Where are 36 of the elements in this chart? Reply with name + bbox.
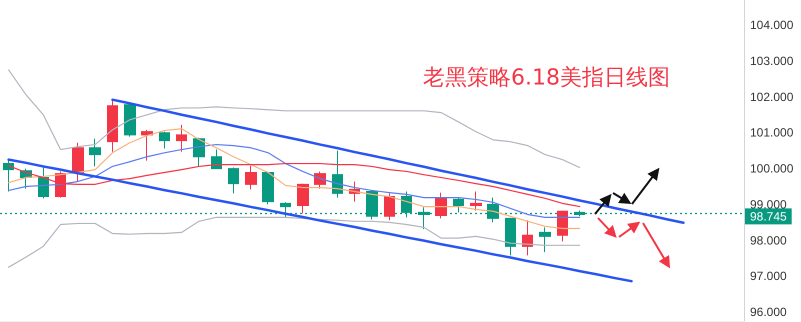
y-tick-label: 100.000 [750,162,794,176]
candlestick [505,218,516,256]
candlestick [262,170,274,205]
candlestick [245,165,257,190]
y-tick-label: 103.000 [750,54,794,68]
candlestick [522,220,533,256]
candlestick [141,129,153,162]
y-tick-label: 101.000 [750,126,794,140]
candlestick [3,158,14,192]
line-series [111,98,685,224]
candlestick [384,192,395,221]
candlestick [453,197,464,213]
y-tick-label: 104.000 [750,18,794,32]
candlestick [297,183,309,214]
candlestick [72,142,84,182]
candlestick [89,138,101,167]
candlestick [228,166,239,194]
candlestick [211,149,222,170]
y-tick-label: 96.000 [750,305,788,320]
candlestick [124,103,136,138]
y-tick-label: 102.000 [750,90,794,104]
candlestick [470,191,482,212]
text: 老黑策略6.18美指日线图 [423,66,670,90]
candlestick [176,124,187,152]
candlestick [159,131,170,149]
candlestick [38,166,49,199]
candlestick [107,99,118,152]
y-tick-label: 97.000 [750,269,788,284]
candlestick [314,170,326,190]
candlestick [280,202,291,218]
y-tick-label: 98.000 [750,233,788,248]
y-tick-label: 99.000 [750,197,788,212]
line-series [8,216,580,268]
candlestick [539,226,551,253]
ref-line-label: 98.745 [750,209,788,224]
candlestick [435,192,447,219]
